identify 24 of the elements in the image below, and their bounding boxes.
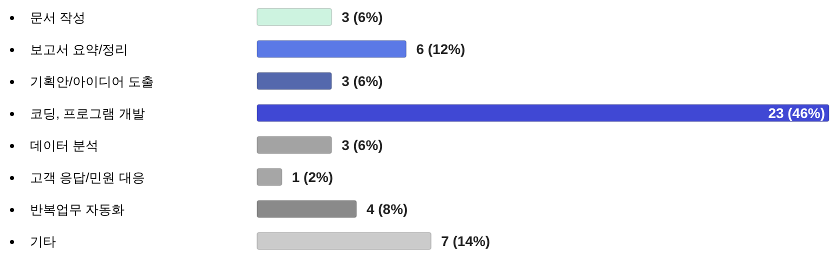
y-tick-label: 문서 작성 [30,10,86,25]
y-tick-label: 고객 응답/민원 대응 [30,170,145,185]
bar [256,168,282,186]
y-tick-label: 데이터 분석 [30,138,99,153]
bar [256,40,407,58]
data-label: 6 (12%) [416,41,466,57]
bar [256,104,830,122]
y-tick-label: 기타 [30,234,56,249]
y-tick-label: 반복업무 자동화 [30,202,125,217]
bar [256,232,432,250]
data-label: 7 (14%) [441,233,490,249]
bar [256,72,332,90]
data-label: 3 (6%) [342,137,383,153]
bar [256,8,332,26]
data-label: 1 (2%) [292,169,334,185]
y-tick-label: 보고서 요약/정리 [30,42,128,57]
y-tick-label: 기획안/아이디어 도출 [30,74,154,89]
bar [256,136,332,154]
data-label: 23 (46%) [768,105,825,121]
data-label: 4 (8%) [366,201,408,217]
data-label: 3 (6%) [342,9,383,25]
data-label: 3 (6%) [342,73,383,89]
y-tick-label: 코딩, 프로그램 개발 [30,106,145,121]
bar [256,200,357,218]
